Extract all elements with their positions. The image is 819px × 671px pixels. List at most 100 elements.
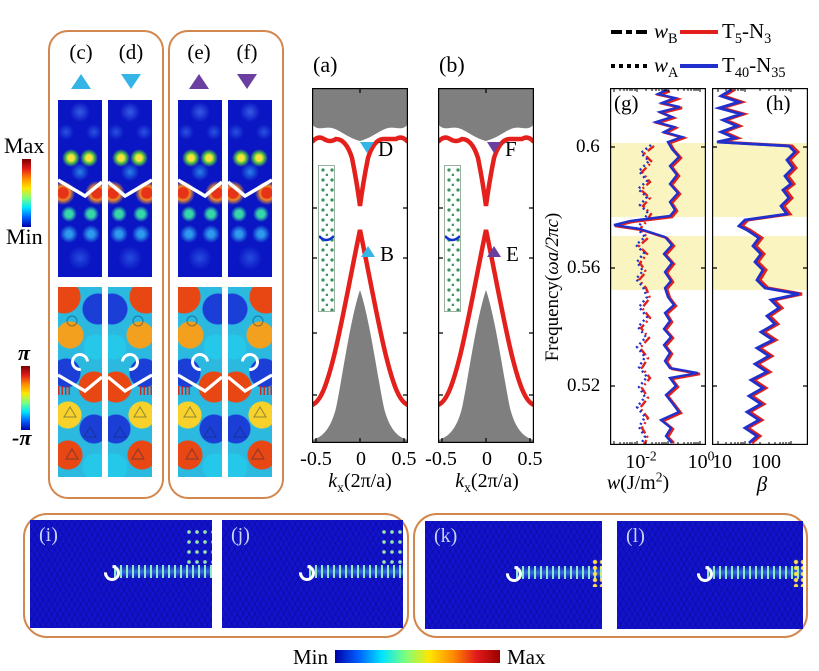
xtick-h-10: 10	[712, 451, 732, 473]
panel-f-label: (f)	[236, 40, 258, 64]
domain-wall-chevron	[58, 373, 102, 393]
field-phase-map-e	[178, 287, 222, 477]
marker-E-label: E	[506, 242, 519, 266]
intensity-colorbar-min-label: Min	[6, 224, 43, 249]
lattice-outline	[186, 315, 198, 327]
wB-base: w	[654, 19, 669, 43]
legend-T5N3-label: T5-N3	[722, 19, 772, 48]
poynting-arrows	[58, 386, 71, 395]
wA-sub: A	[668, 65, 679, 82]
marker-E-triangle-up-icon	[487, 246, 501, 257]
xtick-a-05: 0.5	[391, 448, 417, 470]
T5-sub: 5	[734, 31, 742, 48]
kx-rest: (2π/a)	[470, 470, 519, 492]
kx-rest: (2π/a)	[343, 470, 392, 492]
field-intensity-map-d	[108, 100, 152, 277]
lattice-outline	[66, 315, 78, 327]
panel-a-label: (a)	[313, 52, 338, 77]
group-box-cd	[48, 30, 164, 499]
phase-colorbar-negpi-label: -π	[12, 425, 32, 450]
panel-d-triangle-down-icon	[121, 74, 141, 89]
w-close: )	[662, 472, 670, 494]
bottom-colorbar	[335, 650, 500, 663]
T5-base: T	[722, 19, 735, 43]
scatter-plume	[186, 528, 212, 570]
domain-wall-chevron	[228, 373, 272, 393]
marker-B-triangle-up-icon	[361, 246, 375, 257]
N3-sub: 3	[764, 31, 772, 48]
panel-c-triangle-up-icon	[71, 74, 91, 89]
domain-wall-chevron	[58, 178, 102, 199]
field-intensity-map-e	[178, 100, 222, 277]
simulation-panel-i: (i)	[30, 520, 212, 628]
xtick-b-neg05: -0.5	[425, 448, 457, 470]
N35-base: -N	[749, 53, 772, 77]
kx-base: k	[455, 470, 465, 492]
kx-sub: x	[337, 480, 344, 495]
field-phase-map-c	[58, 287, 102, 477]
lattice-outline	[233, 406, 267, 460]
wB-sub: B	[668, 31, 678, 48]
tick-sup: 0	[707, 448, 715, 464]
freq-suffix: )	[542, 212, 563, 220]
xtick-g-1e-2: 10-2	[625, 449, 656, 474]
N3-base: -N	[741, 19, 765, 43]
bottom-colorbar-min-label: Min	[293, 645, 329, 669]
poynting-arrows	[139, 386, 152, 395]
panel-f-triangle-down-icon	[237, 74, 257, 89]
domain-wall-chevron	[228, 178, 272, 199]
field-intensity-map-c	[58, 100, 102, 277]
xtick-b-0: 0	[482, 448, 492, 470]
band-structure-plot-a	[312, 88, 408, 443]
legend-T40N35-label: T40-N35	[722, 53, 786, 82]
simulation-panel-k: (k)	[425, 521, 602, 629]
domain-wall-marker	[319, 235, 334, 242]
field-intensity-map-f	[228, 100, 272, 277]
panel-c-label: (c)	[69, 40, 93, 64]
supercell-inset-a	[318, 165, 335, 312]
freq-prefix: Frequency(	[542, 274, 563, 362]
panel-g-label: (g)	[614, 91, 639, 115]
domain-wall-marker	[445, 235, 460, 242]
lattice-outline	[252, 315, 264, 327]
xtick-a-0: 0	[356, 448, 366, 470]
field-phase-map-f	[228, 287, 272, 477]
domain-wall-chevron	[178, 178, 222, 199]
xaxis-label-b: kx(2π/a)	[455, 470, 519, 494]
xtick-b-05: 0.5	[517, 448, 543, 470]
lattice-outline	[113, 406, 147, 460]
yaxis-label-frequency: Frequency(ωa/2πc)	[542, 213, 564, 362]
poynting-arrows	[259, 386, 272, 395]
intensity-colorbar-max-label: Max	[4, 133, 45, 158]
scatter-plume	[381, 528, 403, 570]
marker-B-label: B	[380, 242, 395, 266]
waveguide-streak	[707, 566, 803, 579]
N35-sub: 35	[771, 65, 786, 82]
panel-k-label: (k)	[434, 525, 458, 547]
waveguide-streak	[516, 566, 602, 579]
marker-D-label: D	[378, 137, 394, 161]
xtick-h-100: 100	[751, 451, 781, 473]
marker-D-triangle-down-icon	[360, 142, 374, 153]
energy-density-plot-g	[610, 88, 706, 445]
marker-F-triangle-down-icon	[487, 142, 501, 153]
group-box-ef	[168, 30, 284, 499]
T40-sub: 40	[734, 65, 750, 82]
kx-base: k	[328, 470, 338, 492]
group-box-kl	[413, 513, 808, 638]
xtick-a-neg05: -0.5	[300, 448, 332, 470]
domain-wall-chevron	[178, 373, 222, 393]
legend-line-dotted	[611, 64, 649, 68]
ytick-0.52: 0.52	[567, 375, 601, 396]
w-rest: (J/m	[620, 472, 656, 494]
domain-wall-chevron	[108, 178, 152, 199]
phase-colorbar-pi-label: π	[18, 340, 31, 365]
simulation-panel-j: (j)	[222, 520, 403, 628]
legend-wB-label: wB	[654, 19, 678, 48]
w-italic: w	[606, 472, 621, 494]
xtick-g-1e0: 100	[688, 448, 715, 474]
poynting-arrows	[178, 386, 191, 395]
panel-b-label: (b)	[439, 52, 465, 77]
panel-e-label: (e)	[187, 40, 211, 64]
